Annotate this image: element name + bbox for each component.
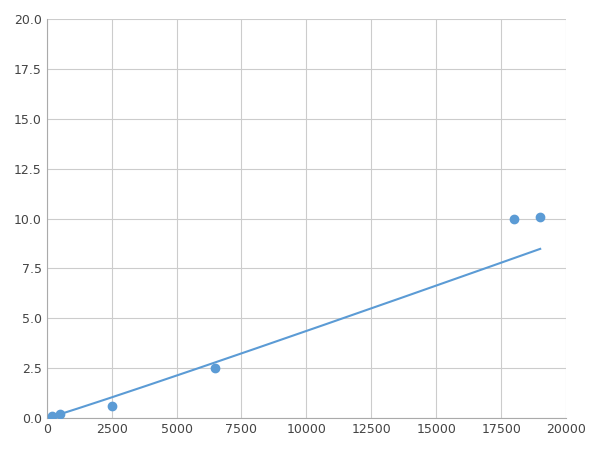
Point bbox=[47, 413, 56, 420]
Point bbox=[535, 213, 545, 220]
Point bbox=[55, 411, 64, 418]
Point bbox=[211, 365, 220, 372]
Point bbox=[509, 215, 519, 222]
Point bbox=[107, 403, 116, 410]
